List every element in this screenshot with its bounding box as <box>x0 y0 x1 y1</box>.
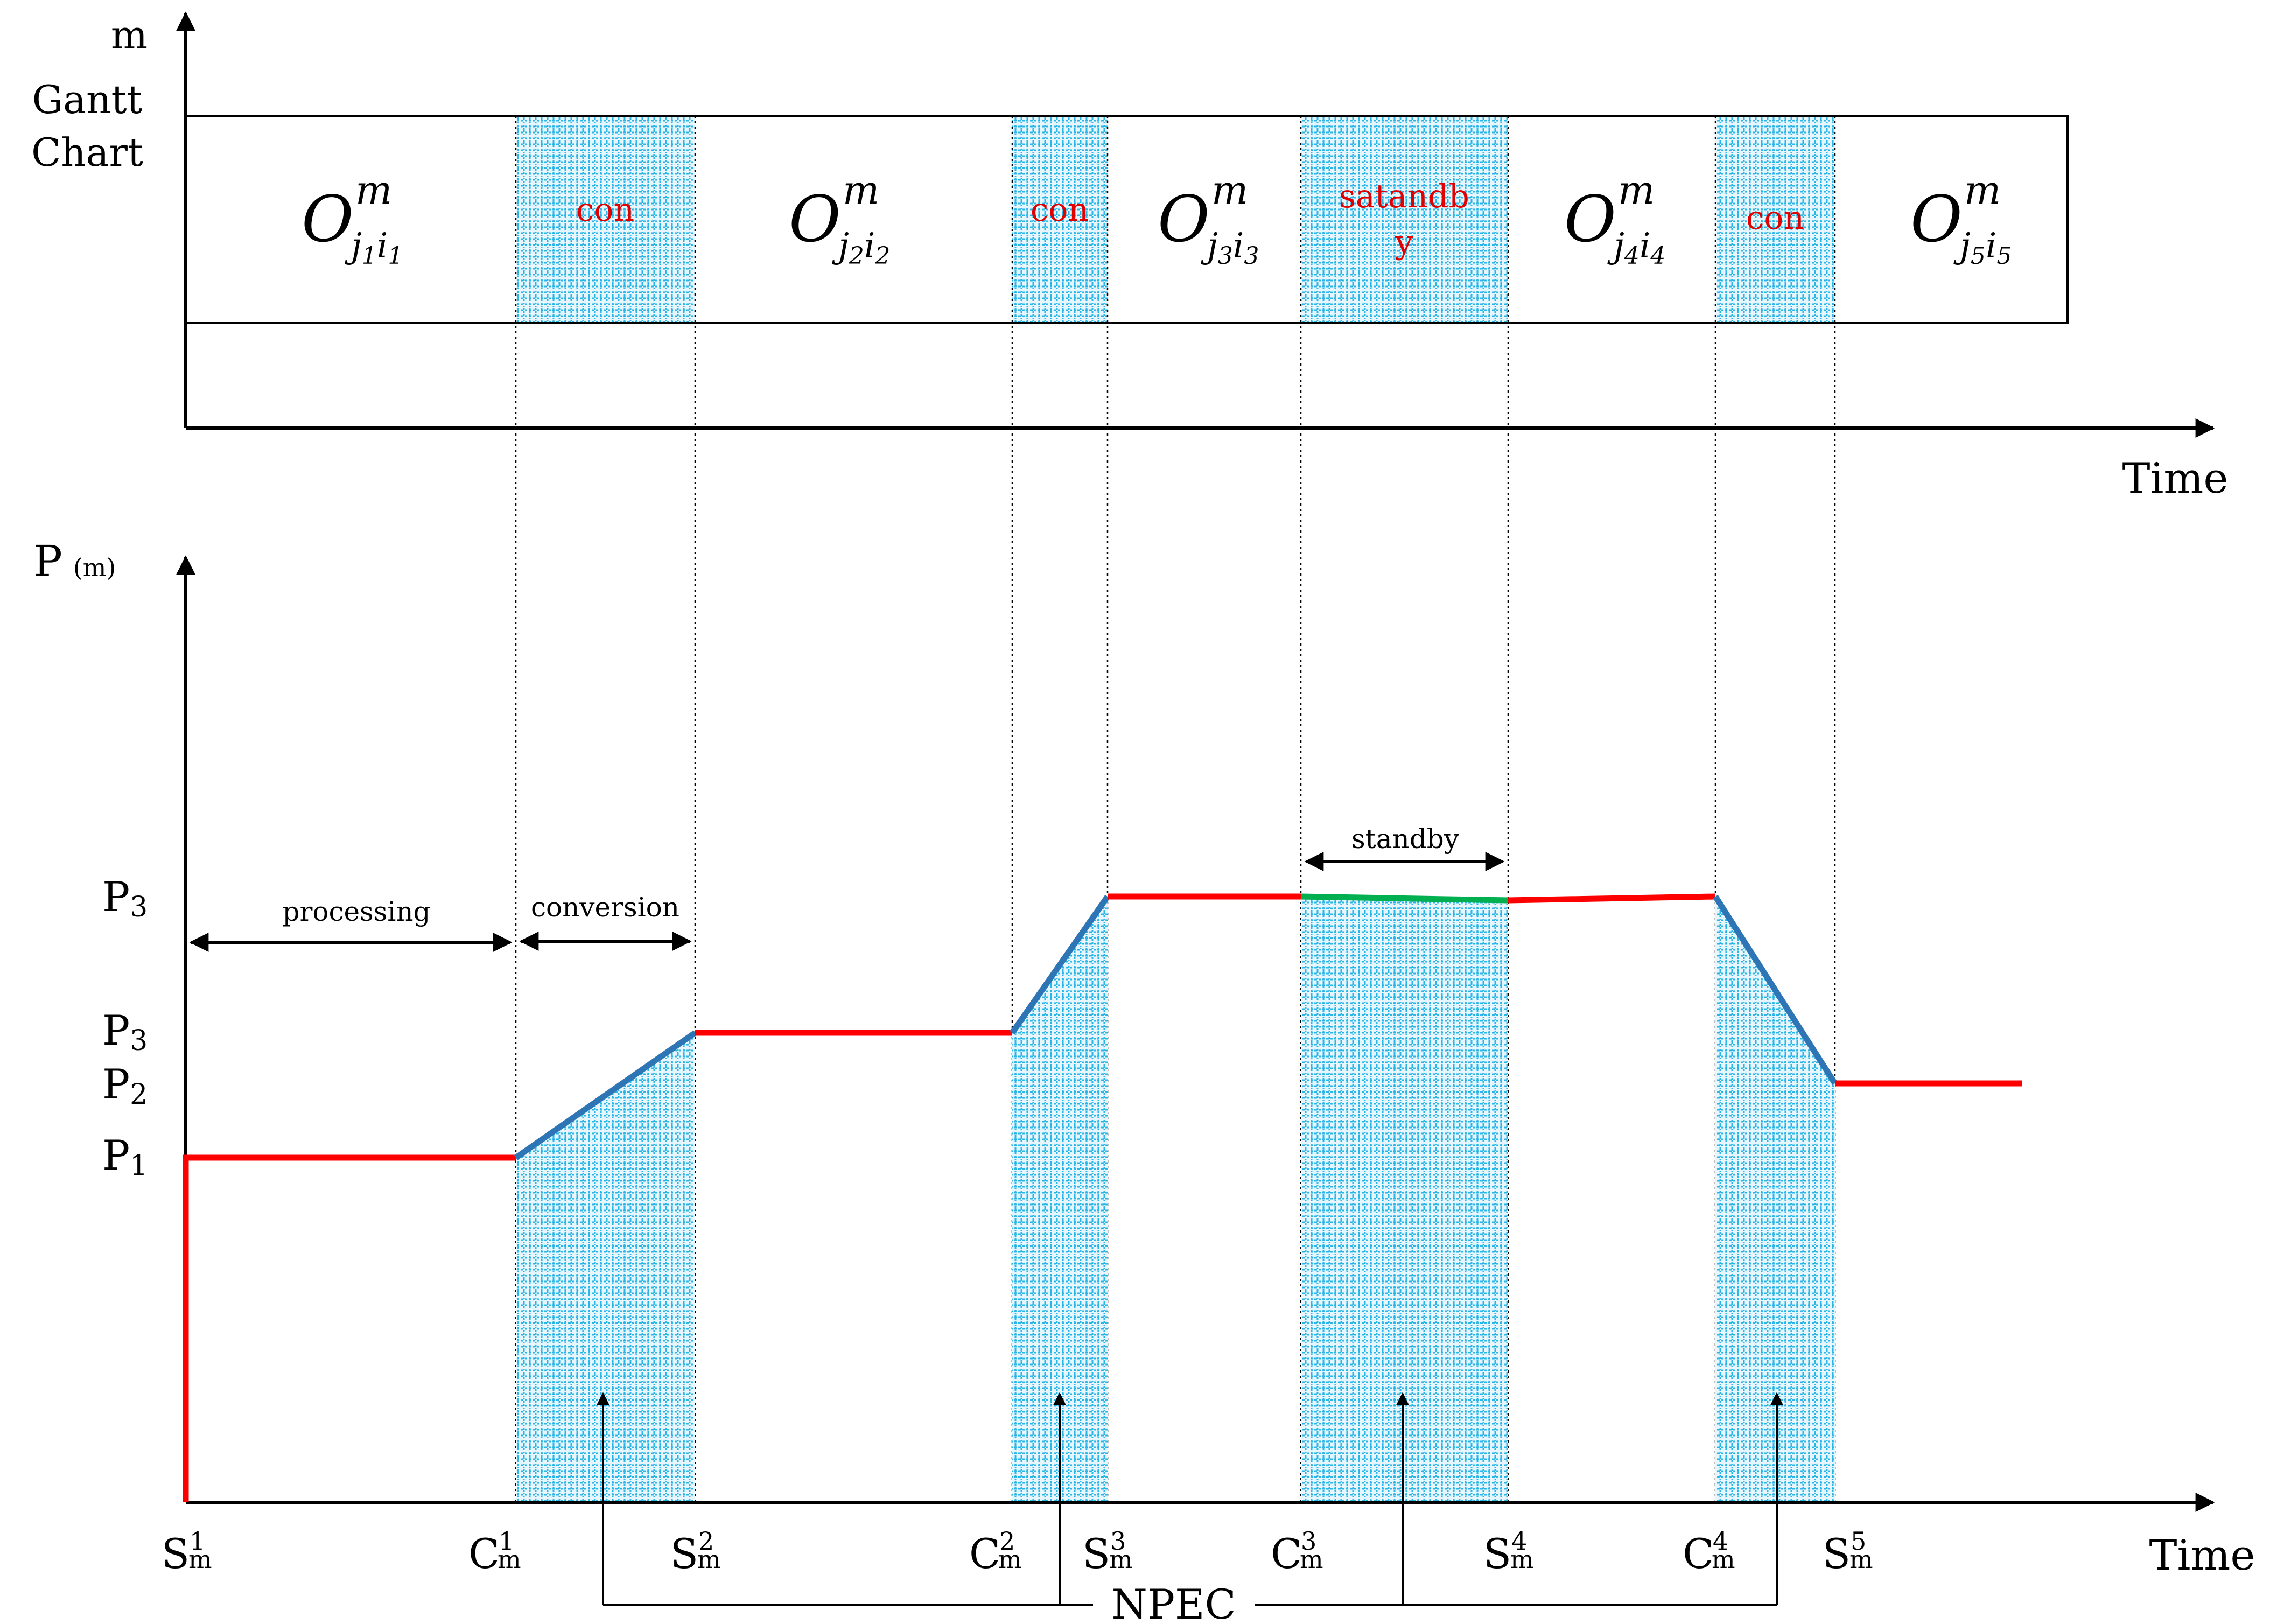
svg-text:m: m <box>697 1545 721 1574</box>
svg-text:1: 1 <box>499 1527 514 1556</box>
svg-text:m: m <box>1849 1545 1873 1574</box>
gantt-block-standby <box>1301 116 1508 323</box>
x-tick-c3: C3m <box>1271 1527 1323 1578</box>
power-transition-3 <box>1713 895 1838 1085</box>
operation-label-2: O m j2i2 <box>789 167 890 270</box>
npec-region-conversion-2 <box>1012 897 1108 1502</box>
conversion-interval-label: conversion <box>531 892 679 923</box>
gantt-block-con-3 <box>1715 116 1835 323</box>
svg-text:m: m <box>1300 1545 1323 1574</box>
operation-label-5: O m j5i5 <box>1910 167 2012 270</box>
block-label-con-1: con <box>576 191 634 229</box>
gantt-y-axis-label: m <box>111 12 148 58</box>
block-label-con-3: con <box>1746 199 1804 237</box>
svg-text:S: S <box>1823 1530 1851 1578</box>
svg-text:3: 3 <box>1301 1527 1316 1556</box>
svg-text:j5i5: j5i5 <box>1953 226 2012 270</box>
svg-text:2: 2 <box>698 1527 714 1556</box>
svg-text:5: 5 <box>1851 1527 1866 1556</box>
level-label-p2: P2 <box>102 1060 148 1111</box>
svg-text:4: 4 <box>1713 1527 1728 1556</box>
svg-text:O: O <box>1910 182 1963 256</box>
svg-text:C: C <box>468 1530 500 1578</box>
x-tick-s5: S 5m <box>1823 1527 1873 1578</box>
gantt-panel: m Gantt Chart Time O m j1i1 O m j2i2 O m… <box>31 11 2229 503</box>
svg-text:S: S <box>1483 1530 1511 1578</box>
svg-text:O: O <box>1158 182 1210 256</box>
svg-text:O: O <box>302 182 354 256</box>
npec-region-standby <box>1301 897 1508 1502</box>
svg-text:j2i2: j2i2 <box>832 226 890 270</box>
x-tick-s2: S 2m <box>670 1527 721 1578</box>
svg-text:C: C <box>1683 1530 1714 1578</box>
block-label-standby-line2: y <box>1395 223 1413 261</box>
svg-text:4: 4 <box>1511 1527 1527 1556</box>
block-label-standby-line1: satandb <box>1339 178 1469 215</box>
power-transition-1 <box>514 1030 697 1160</box>
x-tick-s1: S 1m <box>162 1527 212 1578</box>
npec-region-conversion-1 <box>516 1033 695 1502</box>
svg-text:m: m <box>1510 1545 1534 1574</box>
level-label-p3: P3 <box>102 1006 148 1057</box>
svg-text:m: m <box>1109 1545 1133 1574</box>
svg-text:j1i1: j1i1 <box>345 226 403 270</box>
svg-text:m: m <box>1964 167 2001 213</box>
svg-text:j3i3: j3i3 <box>1201 226 1259 270</box>
svg-text:1: 1 <box>190 1527 205 1556</box>
svg-text:m: m <box>188 1545 212 1574</box>
svg-text:S: S <box>670 1530 698 1578</box>
operation-label-1: O m j1i1 <box>302 167 403 270</box>
power-x-axis-label: Time <box>2149 1531 2255 1580</box>
gantt-block-con-1 <box>516 116 695 323</box>
level-label-p1: P1 <box>102 1131 148 1182</box>
svg-text:S: S <box>1082 1530 1110 1578</box>
svg-text:m: m <box>1211 167 1248 213</box>
power-y-axis-label: P (m) <box>33 536 116 586</box>
svg-text:C: C <box>1271 1530 1302 1578</box>
power-processing-segment-4 <box>1508 893 1716 904</box>
operation-label-4: O m j4i4 <box>1564 167 1665 270</box>
x-tick-c4: C4m <box>1683 1527 1735 1578</box>
standby-interval-label: standby <box>1351 823 1460 855</box>
svg-text:m: m <box>1712 1545 1735 1574</box>
gantt-row-label-line1: Gantt <box>32 77 143 122</box>
svg-text:S: S <box>162 1530 190 1578</box>
operation-label-3: O m j3i3 <box>1158 167 1259 270</box>
x-tick-s4: S 4m <box>1483 1527 1534 1578</box>
svg-text:m: m <box>843 167 879 213</box>
npec-label: NPEC <box>1111 1580 1236 1624</box>
svg-text:O: O <box>789 182 841 256</box>
power-transition-2 <box>1010 894 1110 1035</box>
x-tick-s3: S 3m <box>1082 1527 1133 1578</box>
svg-text:m: m <box>498 1545 521 1574</box>
svg-text:O: O <box>1564 182 1616 256</box>
svg-text:m: m <box>355 167 392 213</box>
x-tick-c1: C1m <box>468 1527 521 1578</box>
block-label-con-2: con <box>1031 191 1089 229</box>
svg-text:C: C <box>969 1530 1000 1578</box>
power-processing-segment-1 <box>183 1154 516 1502</box>
gantt-row-label-line2: Chart <box>31 130 143 175</box>
level-label-p3-top: P3 <box>102 873 148 923</box>
gantt-x-axis-label: Time <box>2122 454 2228 503</box>
processing-interval-label: processing <box>282 896 430 927</box>
svg-text:m: m <box>1618 167 1655 213</box>
power-panel: P (m) P3 P3 P2 P1 processing conversion s… <box>33 536 2255 1624</box>
svg-text:j4i4: j4i4 <box>1607 226 1665 270</box>
npec-region-conversion-3 <box>1715 897 1835 1502</box>
npec-bracket <box>597 1392 1783 1606</box>
svg-text:m: m <box>998 1545 1022 1574</box>
power-standby-segment <box>1300 893 1509 904</box>
gantt-block-con-2 <box>1012 116 1108 323</box>
svg-text:2: 2 <box>999 1527 1015 1556</box>
x-tick-c2: C2m <box>969 1527 1022 1578</box>
svg-text:3: 3 <box>1110 1527 1126 1556</box>
